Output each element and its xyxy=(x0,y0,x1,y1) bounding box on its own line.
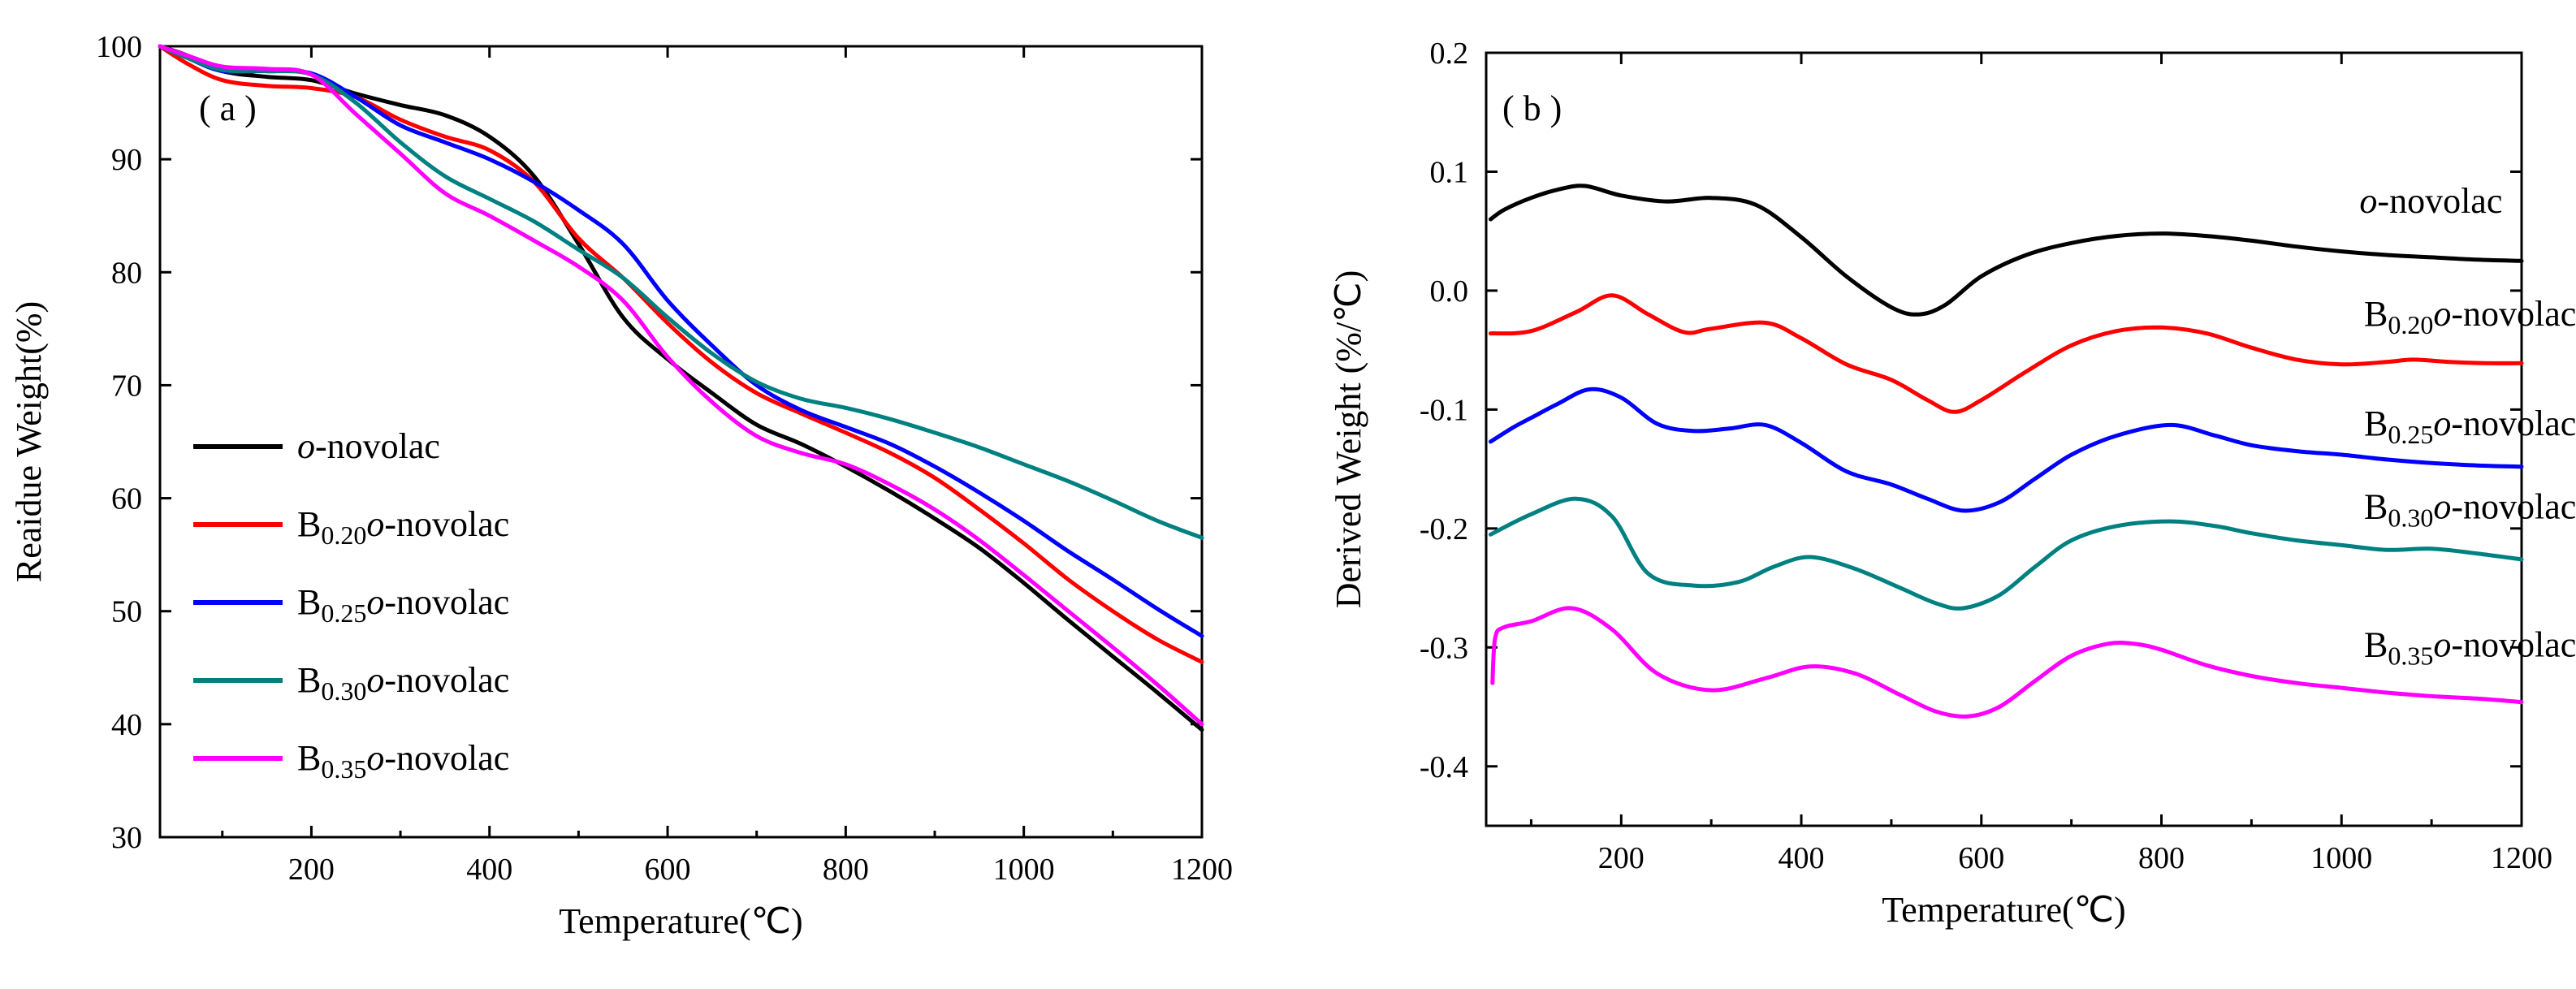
y-tick-label: -0.4 xyxy=(1420,750,1468,784)
x-tick-label: 600 xyxy=(1958,841,2004,875)
series-line-o-novolac xyxy=(158,44,1204,732)
legend-label: B0.30o-novolac xyxy=(297,660,509,706)
series-line-b0-20-o-novolac xyxy=(158,44,1204,664)
y-tick-label: 70 xyxy=(111,369,142,403)
y-axis-title: Reaidue Weight(%) xyxy=(9,301,49,582)
y-tick-label: 40 xyxy=(111,708,142,742)
plot-frame xyxy=(158,45,1204,839)
curve-label: o-novolac xyxy=(2359,181,2502,221)
x-tick-label: 1200 xyxy=(1171,853,1233,887)
y-tick-label: 60 xyxy=(111,482,142,516)
panel-b-dtg-chart: 200 400 600 800 1000 1200 -0.4 -0.3 -0.2 -0.1 0.0 0… xyxy=(1329,37,2576,930)
legend-label: B0.35o-novolac xyxy=(297,738,509,784)
x-tick-label: 1000 xyxy=(993,853,1055,887)
y-tick-label: 0.0 xyxy=(1430,274,1469,309)
plot-frame xyxy=(1485,51,2523,827)
x-axis-title: Temperature(℃) xyxy=(1882,890,2125,930)
y-tick-label: 100 xyxy=(96,30,142,64)
y-tick-label: -0.3 xyxy=(1420,631,1468,665)
panel-label: ( b ) xyxy=(1502,89,1562,128)
legend-label: o-novolac xyxy=(297,426,440,466)
x-tick-label: 1000 xyxy=(2310,841,2372,875)
series-line-b0-35-o-novolac xyxy=(1490,606,2524,719)
y-tick-label: -0.1 xyxy=(1420,393,1468,427)
series-line-o-novolac xyxy=(1489,184,2524,317)
x-tick-label: 400 xyxy=(1779,841,1825,875)
y-tick-label: 50 xyxy=(111,595,142,629)
x-tick-label: 800 xyxy=(2138,841,2185,875)
x-tick-label: 400 xyxy=(466,853,512,887)
curve-label: B0.35o-novolac xyxy=(2364,624,2576,670)
panel-a-tga-chart: 200 400 600 800 1000 1200 30 40 50 60 70 80 90 100 Tem… xyxy=(9,30,1233,941)
x-tick-label: 200 xyxy=(288,853,335,887)
curve-label: B0.30o-novolac xyxy=(2364,486,2576,532)
x-tick-label: 200 xyxy=(1598,841,1645,875)
y-tick-label: 0.2 xyxy=(1430,37,1469,71)
y-tick-label: 30 xyxy=(111,821,142,855)
curve-label: B0.25o-novolac xyxy=(2364,404,2576,449)
legend-label: B0.25o-novolac xyxy=(297,582,509,628)
y-tick-label: -0.2 xyxy=(1420,512,1468,546)
series-line-b0-30-o-novolac xyxy=(1489,496,2524,611)
y-axis-title: Derived Weight (%/℃) xyxy=(1329,270,1368,609)
legend-label: B0.20o-novolac xyxy=(297,504,509,550)
x-tick-label: 800 xyxy=(823,853,869,887)
series-line-b0-20-o-novolac xyxy=(1489,293,2524,414)
series-line-b0-25-o-novolac xyxy=(158,44,1204,638)
y-tick-label: 80 xyxy=(111,256,142,290)
series-line-b0-25-o-novolac xyxy=(1489,387,2524,513)
y-tick-label: 0.1 xyxy=(1430,155,1469,189)
panel-label: ( a ) xyxy=(199,89,257,128)
x-tick-label: 1200 xyxy=(2491,841,2552,875)
x-axis-title: Temperature(℃) xyxy=(559,901,802,941)
series-line-b0-35-o-novolac xyxy=(158,44,1204,727)
x-tick-label: 600 xyxy=(645,853,691,887)
curve-label: B0.20o-novolac xyxy=(2364,294,2576,339)
y-tick-label: 90 xyxy=(111,143,142,177)
